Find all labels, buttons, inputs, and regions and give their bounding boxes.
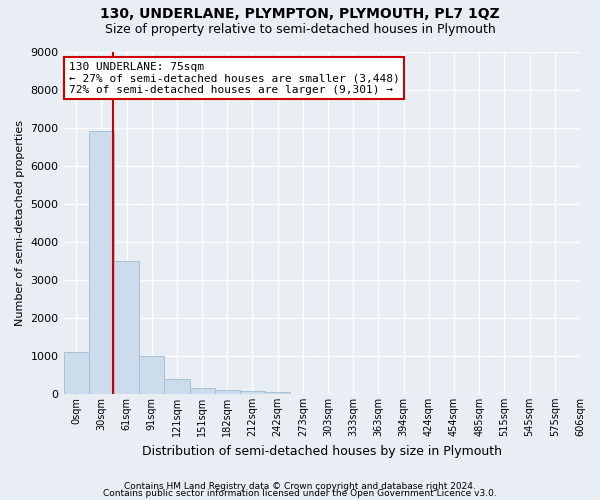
Bar: [139, 356, 164, 394]
Text: Contains public sector information licensed under the Open Government Licence v3: Contains public sector information licen…: [103, 488, 497, 498]
Bar: [114, 260, 139, 394]
Text: Contains HM Land Registry data © Crown copyright and database right 2024.: Contains HM Land Registry data © Crown c…: [124, 482, 476, 491]
Bar: [64, 352, 89, 394]
Bar: [240, 391, 265, 394]
Text: 130, UNDERLANE, PLYMPTON, PLYMOUTH, PL7 1QZ: 130, UNDERLANE, PLYMPTON, PLYMOUTH, PL7 …: [100, 8, 500, 22]
Bar: [164, 378, 190, 394]
Bar: [89, 132, 114, 394]
Bar: [215, 390, 240, 394]
Bar: [265, 392, 290, 394]
Bar: [190, 388, 215, 394]
Y-axis label: Number of semi-detached properties: Number of semi-detached properties: [15, 120, 25, 326]
Text: 130 UNDERLANE: 75sqm
← 27% of semi-detached houses are smaller (3,448)
72% of se: 130 UNDERLANE: 75sqm ← 27% of semi-detac…: [69, 62, 400, 95]
Text: Size of property relative to semi-detached houses in Plymouth: Size of property relative to semi-detach…: [104, 22, 496, 36]
X-axis label: Distribution of semi-detached houses by size in Plymouth: Distribution of semi-detached houses by …: [142, 444, 502, 458]
